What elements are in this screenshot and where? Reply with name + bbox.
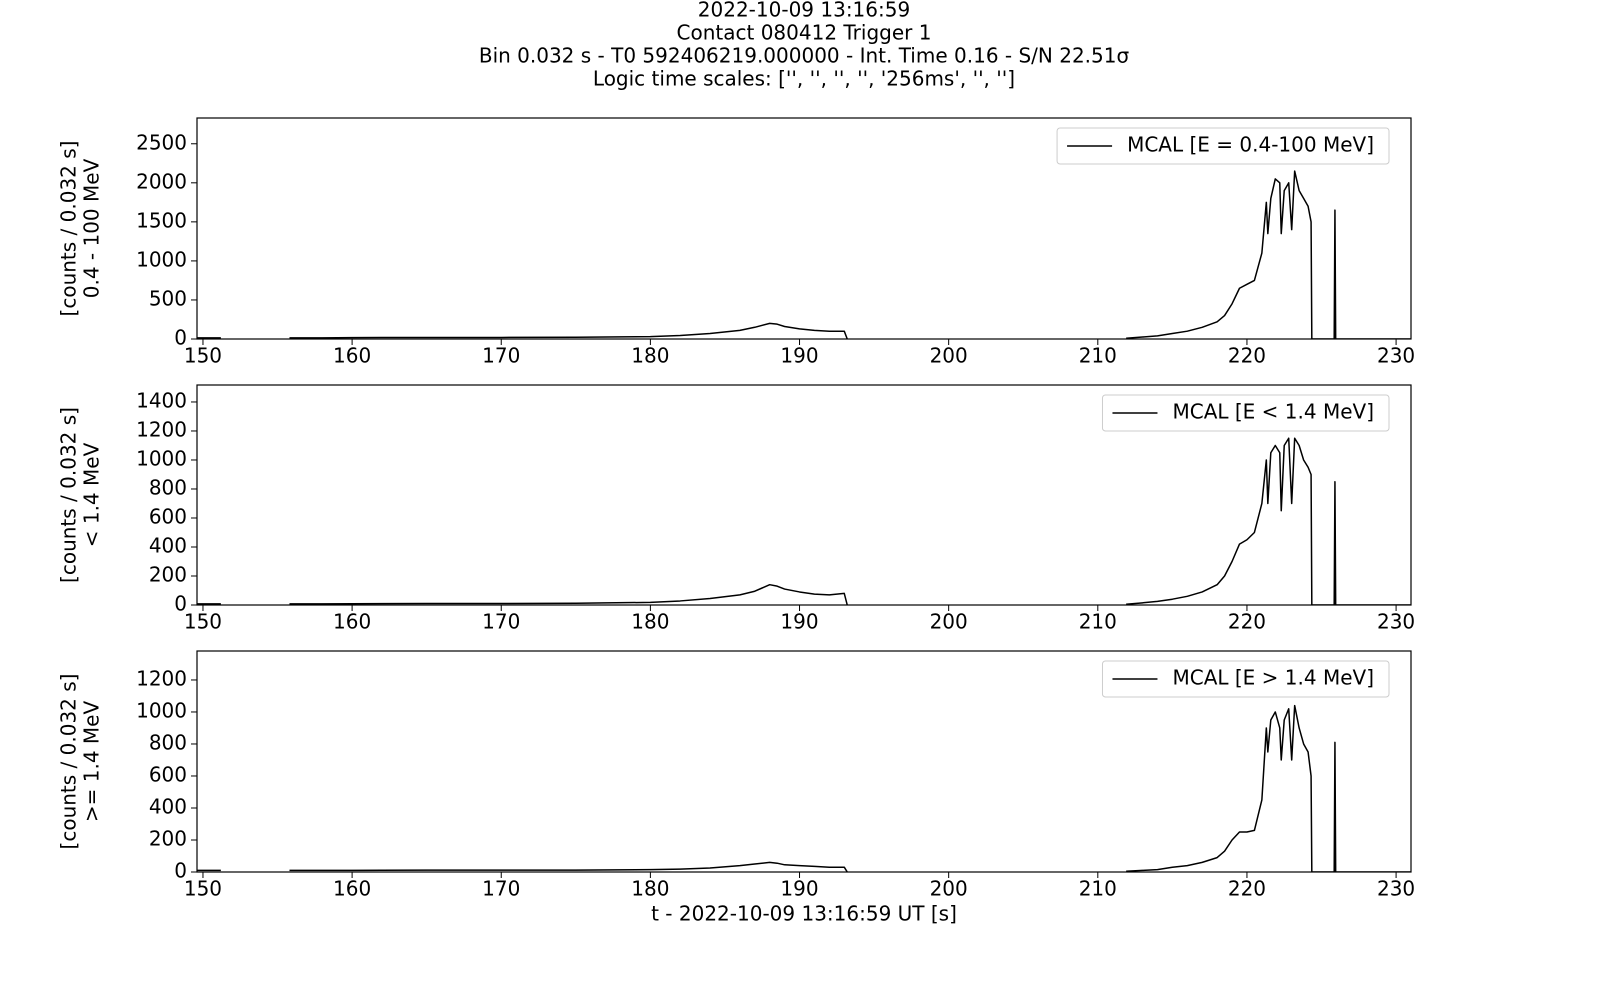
x-tick-label: 170 xyxy=(482,877,520,901)
x-tick-label: 180 xyxy=(631,344,669,368)
y-tick-label: 1400 xyxy=(136,388,187,412)
y-axis-label: [counts / 0.032 s] xyxy=(57,141,81,317)
x-axis-label: t - 2022-10-09 13:16:59 UT [s] xyxy=(651,902,957,926)
y-tick-label: 400 xyxy=(149,533,187,557)
x-tick-label: 220 xyxy=(1228,344,1266,368)
legend-box xyxy=(1101,394,1390,432)
y-tick-label: 200 xyxy=(149,562,187,586)
y-tick-label: 0 xyxy=(174,326,187,350)
axes-frame xyxy=(196,117,1412,340)
y-tick-label: 1200 xyxy=(136,417,187,441)
y-tick-label: 1000 xyxy=(136,446,187,470)
y-tick-label: 1200 xyxy=(136,666,187,690)
y-tick-label: 800 xyxy=(149,475,187,499)
data-line xyxy=(197,704,1411,872)
x-tick-label: 160 xyxy=(333,877,371,901)
x-tick-label: 190 xyxy=(780,877,818,901)
x-tick-label: 190 xyxy=(780,344,818,368)
figure-title: Bin 0.032 s - T0 592406219.000000 - Int.… xyxy=(479,44,1130,68)
y-tick-label: 2500 xyxy=(136,130,187,154)
figure-title: 2022-10-09 13:16:59 xyxy=(698,0,910,22)
data-line xyxy=(197,170,1411,339)
x-tick-label: 230 xyxy=(1377,610,1415,634)
y-tick-label: 1000 xyxy=(136,698,187,722)
x-tick-label: 160 xyxy=(333,344,371,368)
x-tick-label: 210 xyxy=(1079,344,1117,368)
figure-title: Contact 080412 Trigger 1 xyxy=(677,21,932,45)
legend-box xyxy=(1101,660,1390,698)
y-tick-label: 600 xyxy=(149,504,187,528)
legend-label: MCAL [E < 1.4 MeV] xyxy=(1172,400,1374,424)
y-tick-label: 200 xyxy=(149,826,187,850)
x-tick-label: 200 xyxy=(930,877,968,901)
x-tick-label: 180 xyxy=(631,610,669,634)
y-axis-label: >= 1.4 MeV xyxy=(80,701,104,823)
x-tick-label: 220 xyxy=(1228,877,1266,901)
x-tick-label: 180 xyxy=(631,877,669,901)
legend-box xyxy=(1056,127,1390,165)
y-tick-label: 800 xyxy=(149,730,187,754)
y-tick-label: 1500 xyxy=(136,208,187,232)
legend-label: MCAL [E > 1.4 MeV] xyxy=(1172,666,1374,690)
y-tick-label: 400 xyxy=(149,794,187,818)
y-axis-label: [counts / 0.032 s] xyxy=(57,674,81,850)
x-tick-label: 200 xyxy=(930,610,968,634)
x-tick-label: 230 xyxy=(1377,344,1415,368)
x-tick-label: 210 xyxy=(1079,610,1117,634)
y-tick-label: 600 xyxy=(149,762,187,786)
y-tick-label: 1000 xyxy=(136,247,187,271)
x-tick-label: 150 xyxy=(184,344,222,368)
axes-frame xyxy=(196,650,1412,873)
axes-frame xyxy=(196,384,1412,606)
y-tick-label: 0 xyxy=(174,592,187,616)
x-tick-label: 190 xyxy=(780,610,818,634)
x-tick-label: 160 xyxy=(333,610,371,634)
x-tick-label: 230 xyxy=(1377,877,1415,901)
y-tick-label: 2000 xyxy=(136,169,187,193)
y-axis-label: 0.4 - 100 MeV xyxy=(80,158,104,298)
x-tick-label: 220 xyxy=(1228,610,1266,634)
x-tick-label: 170 xyxy=(482,610,520,634)
y-tick-label: 500 xyxy=(149,286,187,310)
x-tick-label: 170 xyxy=(482,344,520,368)
data-line xyxy=(197,437,1411,605)
y-axis-label: [counts / 0.032 s] xyxy=(57,407,81,583)
x-tick-label: 210 xyxy=(1079,877,1117,901)
x-tick-label: 150 xyxy=(184,877,222,901)
y-axis-label: < 1.4 MeV xyxy=(80,442,104,547)
x-tick-label: 200 xyxy=(930,344,968,368)
figure-title: Logic time scales: ['', '', '', '', '256… xyxy=(593,67,1015,91)
legend-label: MCAL [E = 0.4-100 MeV] xyxy=(1127,133,1374,157)
y-tick-label: 0 xyxy=(174,859,187,883)
x-tick-label: 150 xyxy=(184,610,222,634)
